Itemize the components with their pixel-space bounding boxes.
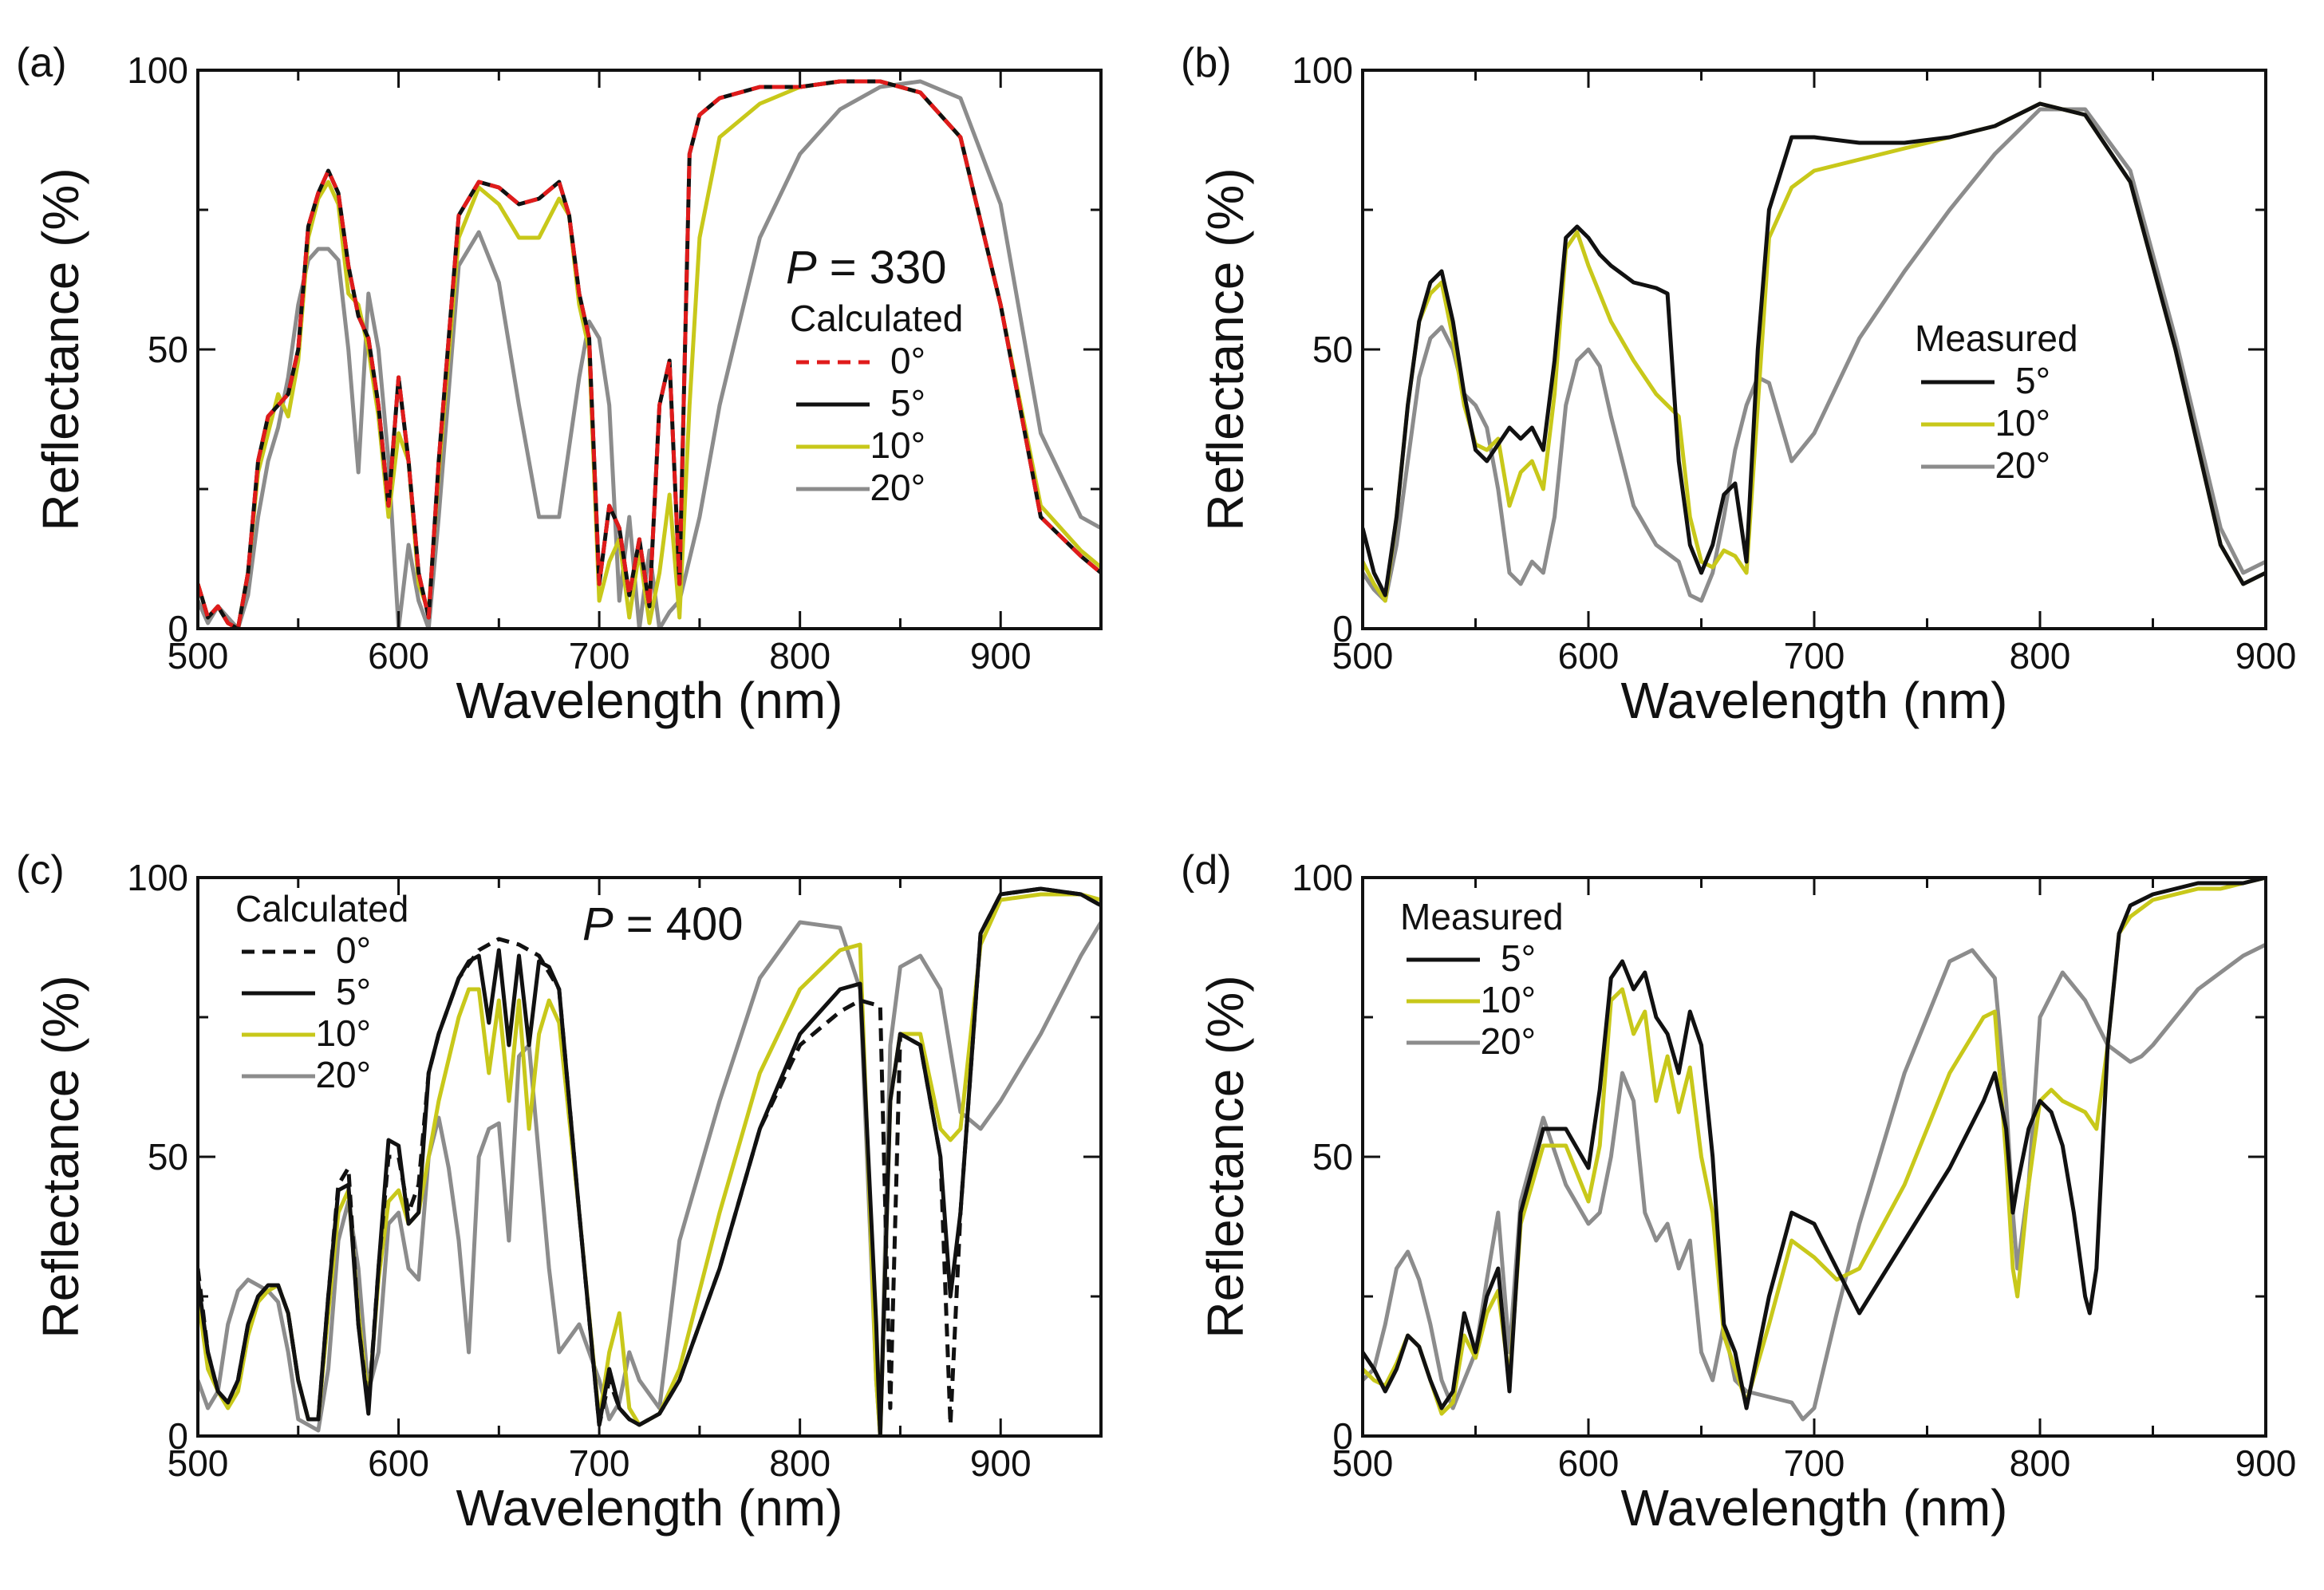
y-tick-label-c: 0 [168, 1415, 188, 1457]
x-tick-label-a: 700 [569, 635, 630, 677]
y-tick-label-b: 0 [1332, 608, 1353, 649]
series-line-c-20deg [198, 920, 1101, 1438]
x-axis-title-c: Wavelength (nm) [456, 1479, 843, 1537]
series-line-b-5deg [1363, 101, 2266, 598]
x-tick-label-d: 900 [2235, 1442, 2297, 1484]
series-line-d-10deg [1363, 876, 2266, 1416]
x-tick-label-c: 900 [970, 1442, 1032, 1484]
panel-a-chart: 500 600 700 800 900 0 50 100 Wavelength (nm) Refl… [16, 40, 1103, 729]
x-tick-label-a: 800 [769, 635, 831, 677]
y-tick-label-a: 50 [148, 329, 188, 370]
y-axis-title-c: Reflectance (%) [32, 975, 89, 1338]
legend-entry-b: 5° [2015, 360, 2050, 401]
y-tick-label-c: 50 [148, 1136, 188, 1178]
series-line-a-0deg [198, 79, 1101, 630]
y-axis-title-d: Reflectance (%) [1197, 975, 1254, 1338]
series-line-c-5deg [198, 886, 1101, 1438]
period-symbol: P [582, 898, 614, 950]
period-value: = 400 [614, 898, 744, 950]
legend-entry-b: 10° [1995, 402, 2050, 444]
y-tick-label-b: 50 [1312, 329, 1353, 370]
legend-entry-c: 10° [315, 1012, 371, 1054]
series-line-d-20deg [1363, 942, 2266, 1422]
plot-frame-d [1361, 876, 2267, 1438]
y-tick-label-d: 100 [1292, 857, 1353, 898]
x-tick-label-a: 500 [168, 635, 229, 677]
x-tick-label-a: 600 [368, 635, 429, 677]
period-annotation-c: P = 400 [582, 898, 744, 950]
x-tick-label-b: 700 [1784, 635, 1845, 677]
y-axis-title-b: Reflectance (%) [1197, 168, 1254, 531]
y-tick-label-d: 0 [1332, 1415, 1353, 1457]
period-symbol: P [786, 242, 817, 294]
x-tick-label-c: 500 [168, 1442, 229, 1484]
y-tick-label-b: 100 [1292, 49, 1353, 91]
panel-label-d: (d) [1181, 847, 1232, 894]
x-axis-title-d: Wavelength (nm) [1621, 1479, 2008, 1537]
plot-frame-b [1361, 69, 2267, 630]
legend-entry-a: 10° [870, 424, 925, 466]
legend-title-c: Calculated [235, 888, 408, 929]
panel-b-chart: 500 600 700 800 900 0 50 100 Wavelength (nm) Refl… [1181, 40, 2296, 729]
panel-label-a: (a) [16, 40, 67, 86]
x-tick-label-c: 700 [569, 1442, 630, 1484]
x-tick-label-d: 800 [2010, 1442, 2071, 1484]
legend-entry-a: 5° [890, 382, 925, 424]
x-tick-label-c: 600 [368, 1442, 429, 1484]
panel-label-c: (c) [16, 847, 65, 894]
x-tick-label-d: 600 [1558, 1442, 1620, 1484]
legend-entry-c: 20° [315, 1054, 371, 1095]
x-tick-label-c: 800 [769, 1442, 831, 1484]
period-value: = 330 [817, 242, 947, 294]
y-tick-label-d: 50 [1312, 1136, 1353, 1178]
legend-entry-d: 20° [1480, 1020, 1536, 1062]
series-line-a-20deg [198, 79, 1101, 630]
series-line-b-20deg [1363, 107, 2266, 603]
x-tick-label-b: 900 [2235, 635, 2297, 677]
x-tick-label-b: 500 [1332, 635, 1394, 677]
x-tick-label-a: 900 [970, 635, 1032, 677]
x-tick-label-d: 500 [1332, 1442, 1394, 1484]
legend-title-b: Measured [1915, 318, 2078, 359]
y-tick-label-a: 100 [127, 49, 188, 91]
panel-d-chart: 500 600 700 800 900 0 50 100 Wavelength (nm) Refl… [1181, 847, 2296, 1537]
legend-entry-c: 0° [336, 929, 371, 971]
legend-entry-c: 5° [336, 971, 371, 1012]
period-annotation-a: P = 330 [786, 242, 947, 294]
legend-entry-b: 20° [1995, 444, 2050, 486]
legend-title-d: Measured [1400, 896, 1564, 937]
x-tick-label-b: 800 [2010, 635, 2071, 677]
panel-label-b: (b) [1181, 40, 1232, 86]
y-axis-title-a: Reflectance (%) [32, 168, 89, 531]
series-line-d-5deg [1363, 876, 2266, 1410]
x-axis-title-b: Wavelength (nm) [1621, 672, 2008, 729]
panel-c-chart: 500 600 700 800 900 0 50 100 Wavelength (nm) Refl… [16, 847, 1103, 1537]
x-axis-title-a: Wavelength (nm) [456, 672, 843, 729]
y-tick-label-a: 0 [168, 608, 188, 649]
x-tick-label-b: 600 [1558, 635, 1620, 677]
legend-title-a: Calculated [790, 298, 963, 339]
legend-entry-d: 5° [1501, 937, 1536, 979]
legend-entry-a: 0° [890, 340, 925, 381]
y-tick-label-c: 100 [127, 857, 188, 898]
series-line-a-10deg [198, 79, 1101, 630]
x-tick-label-d: 700 [1784, 1442, 1845, 1484]
legend-entry-a: 20° [870, 467, 925, 508]
legend-entry-d: 10° [1480, 979, 1536, 1020]
